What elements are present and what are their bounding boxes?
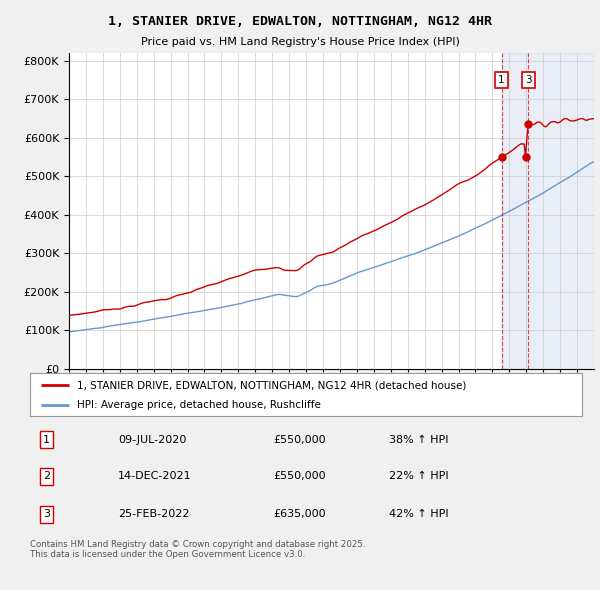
Text: 3: 3: [43, 509, 50, 519]
Text: 14-DEC-2021: 14-DEC-2021: [118, 471, 192, 481]
Text: 1: 1: [498, 75, 505, 85]
Text: HPI: Average price, detached house, Rushcliffe: HPI: Average price, detached house, Rush…: [77, 400, 321, 410]
Text: £550,000: £550,000: [273, 471, 326, 481]
Text: 38% ↑ HPI: 38% ↑ HPI: [389, 435, 448, 445]
Text: 1, STANIER DRIVE, EDWALTON, NOTTINGHAM, NG12 4HR: 1, STANIER DRIVE, EDWALTON, NOTTINGHAM, …: [108, 15, 492, 28]
Text: 1, STANIER DRIVE, EDWALTON, NOTTINGHAM, NG12 4HR (detached house): 1, STANIER DRIVE, EDWALTON, NOTTINGHAM, …: [77, 381, 466, 391]
Text: £635,000: £635,000: [273, 509, 326, 519]
Text: 09-JUL-2020: 09-JUL-2020: [118, 435, 187, 445]
Text: 2: 2: [43, 471, 50, 481]
Text: £550,000: £550,000: [273, 435, 326, 445]
Text: Contains HM Land Registry data © Crown copyright and database right 2025.
This d: Contains HM Land Registry data © Crown c…: [30, 540, 365, 559]
Text: 22% ↑ HPI: 22% ↑ HPI: [389, 471, 448, 481]
Text: 3: 3: [525, 75, 532, 85]
Text: 1: 1: [43, 435, 50, 445]
Text: Price paid vs. HM Land Registry's House Price Index (HPI): Price paid vs. HM Land Registry's House …: [140, 37, 460, 47]
Text: 25-FEB-2022: 25-FEB-2022: [118, 509, 190, 519]
Bar: [502, 53, 594, 369]
Text: 42% ↑ HPI: 42% ↑ HPI: [389, 509, 448, 519]
